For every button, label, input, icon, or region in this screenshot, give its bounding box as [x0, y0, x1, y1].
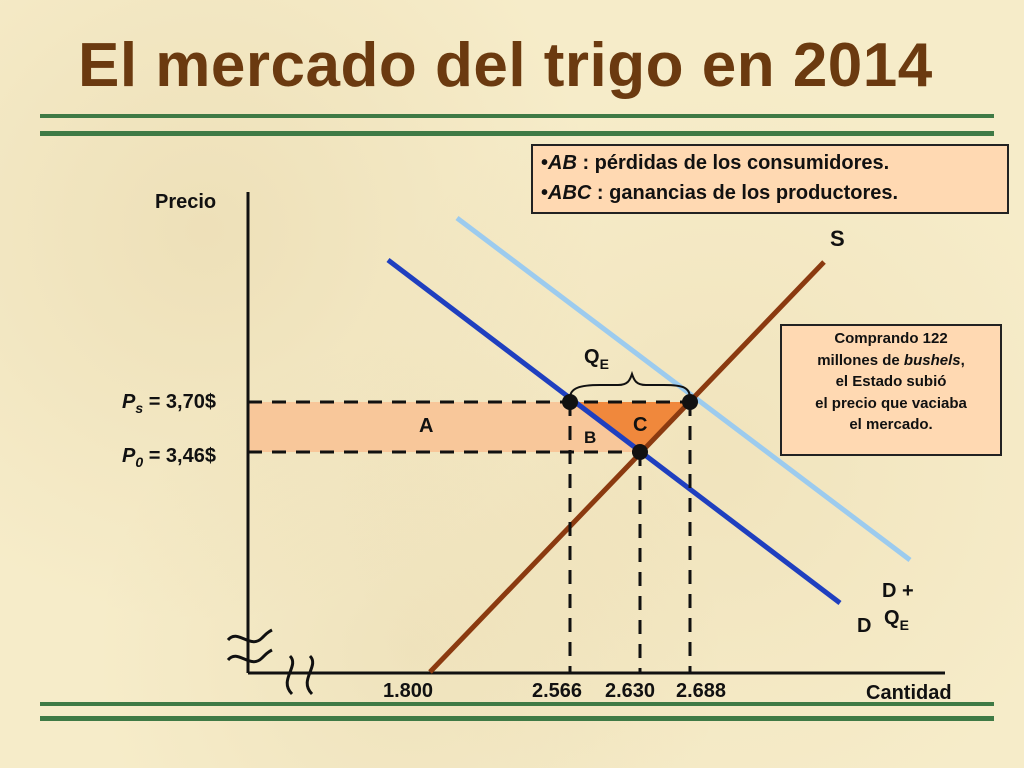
area-b-label: B — [584, 428, 596, 447]
legend-item-ab: •AB : pérdidas de los consumidores. — [541, 152, 890, 174]
demand-curve — [386, 258, 842, 605]
slide-title: El mercado del trigo en 2014 — [78, 31, 933, 100]
annotation-line-4: el precio que vaciaba — [815, 394, 967, 412]
annotation-line-2: millones de bushels, — [817, 351, 965, 369]
area-a-label: A — [419, 415, 433, 437]
area-c — [570, 402, 690, 452]
legend-box: •AB : pérdidas de los consumidores. •ABC… — [531, 144, 1009, 214]
footer-rule-top — [40, 702, 994, 706]
point-shift-ps — [682, 394, 698, 410]
supply-label: S — [830, 226, 845, 251]
y-axis-break — [226, 628, 273, 664]
demand-shift-qe-label: QE — [884, 607, 909, 633]
area-a — [248, 402, 570, 452]
supply-curve — [428, 260, 826, 674]
p0-label: P0 = 3,46$ — [122, 445, 216, 470]
demand-shift-label: D + — [882, 580, 914, 602]
footer-rule-bottom — [40, 716, 994, 721]
annotation-box: Comprando 122 millones de bushels, el Es… — [780, 324, 1002, 456]
annotation-line-3: el Estado subió — [835, 373, 947, 390]
annotation-line-5: el mercado. — [849, 416, 933, 433]
annotation-line-1: Comprando 122 — [834, 330, 948, 347]
tick-label-1800: 1.800 — [383, 680, 433, 702]
qe-brace — [569, 370, 691, 399]
title-rule-top — [40, 114, 994, 118]
area-c-label: C — [633, 414, 647, 436]
x-axis-label: Cantidad — [866, 682, 952, 704]
x-axis-break — [285, 654, 315, 696]
guide-lines — [248, 400, 700, 672]
y-axis-label: Precio — [155, 191, 216, 213]
point-demand-ps — [562, 394, 578, 410]
demand-label: D — [857, 615, 871, 637]
legend-item-abc: •ABC : ganancias de los productores. — [541, 182, 899, 204]
title-rule-bottom — [40, 131, 994, 136]
point-equilibrium — [632, 444, 648, 460]
tick-label-2688: 2.688 — [676, 680, 726, 702]
tick-label-2566: 2.566 — [532, 680, 582, 702]
tick-label-2630: 2.630 — [605, 680, 655, 702]
qe-label: QE — [584, 346, 609, 372]
ps-label: Ps = 3,70$ — [122, 391, 216, 416]
demand-shift-curve — [455, 216, 912, 562]
